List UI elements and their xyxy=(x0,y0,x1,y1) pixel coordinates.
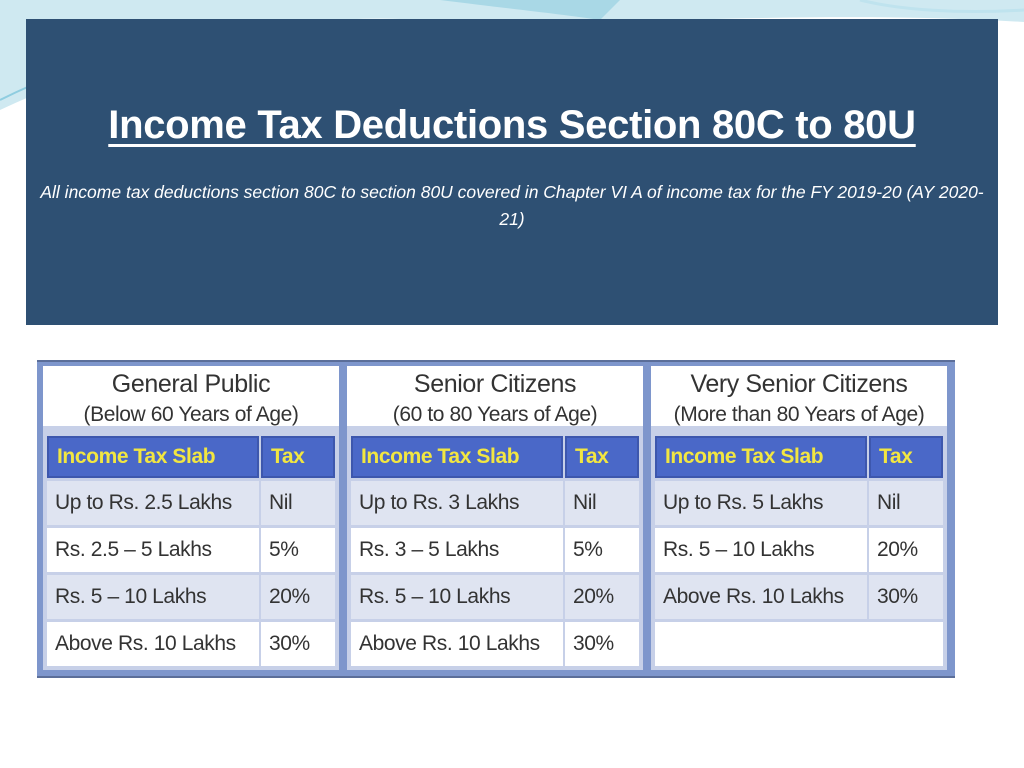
tax-cell: 30% xyxy=(869,575,943,619)
panel-header: Very Senior Citizens (More than 80 Years… xyxy=(651,366,947,426)
slide-title: Income Tax Deductions Section 80C to 80U xyxy=(108,103,916,147)
tax-cell: 5% xyxy=(261,528,335,572)
slab-cell: Up to Rs. 2.5 Lakhs xyxy=(47,481,259,525)
header-slab: Income Tax Slab xyxy=(47,436,259,478)
panel-general-public: General Public (Below 60 Years of Age) I… xyxy=(43,366,339,670)
empty-cell xyxy=(655,622,943,666)
header-slab: Income Tax Slab xyxy=(655,436,867,478)
tax-cell: 20% xyxy=(869,528,943,572)
tax-cell: Nil xyxy=(565,481,639,525)
tax-cell: 30% xyxy=(565,622,639,666)
panel-header: General Public (Below 60 Years of Age) xyxy=(43,366,339,426)
slab-cell: Above Rs. 10 Lakhs xyxy=(47,622,259,666)
tax-cell: Nil xyxy=(869,481,943,525)
tax-cell: 20% xyxy=(261,575,335,619)
group-name: General Public xyxy=(111,370,271,398)
header-slab: Income Tax Slab xyxy=(351,436,563,478)
group-name: Very Senior Citizens xyxy=(690,370,908,398)
panel-very-senior-citizens: Very Senior Citizens (More than 80 Years… xyxy=(651,366,947,670)
header-tax: Tax xyxy=(869,436,943,478)
slab-cell: Rs. 5 – 10 Lakhs xyxy=(47,575,259,619)
slide-subtitle: All income tax deductions section 80C to… xyxy=(40,182,984,229)
group-age: (More than 80 Years of Age) xyxy=(673,403,925,426)
header-tax: Tax xyxy=(261,436,335,478)
slab-cell: Rs. 2.5 – 5 Lakhs xyxy=(47,528,259,572)
panel-header: Senior Citizens (60 to 80 Years of Age) xyxy=(347,366,643,426)
slab-cell: Rs. 3 – 5 Lakhs xyxy=(351,528,563,572)
slab-cell: Rs. 5 – 10 Lakhs xyxy=(655,528,867,572)
tax-cell: Nil xyxy=(261,481,335,525)
tax-cell: 30% xyxy=(261,622,335,666)
slab-cell: Rs. 5 – 10 Lakhs xyxy=(351,575,563,619)
slab-cell: Above Rs. 10 Lakhs xyxy=(351,622,563,666)
tax-slab-tables: General Public (Below 60 Years of Age) I… xyxy=(37,360,955,678)
title-banner: Income Tax Deductions Section 80C to 80U… xyxy=(26,19,998,325)
tax-cell: 20% xyxy=(565,575,639,619)
slab-cell: Up to Rs. 5 Lakhs xyxy=(655,481,867,525)
header-tax: Tax xyxy=(565,436,639,478)
panel-senior-citizens: Senior Citizens (60 to 80 Years of Age) … xyxy=(347,366,643,670)
slab-cell: Up to Rs. 3 Lakhs xyxy=(351,481,563,525)
tax-cell: 5% xyxy=(565,528,639,572)
slab-cell: Above Rs. 10 Lakhs xyxy=(655,575,867,619)
group-name: Senior Citizens xyxy=(413,370,577,398)
group-age: (Below 60 Years of Age) xyxy=(83,403,299,426)
group-age: (60 to 80 Years of Age) xyxy=(392,403,598,426)
